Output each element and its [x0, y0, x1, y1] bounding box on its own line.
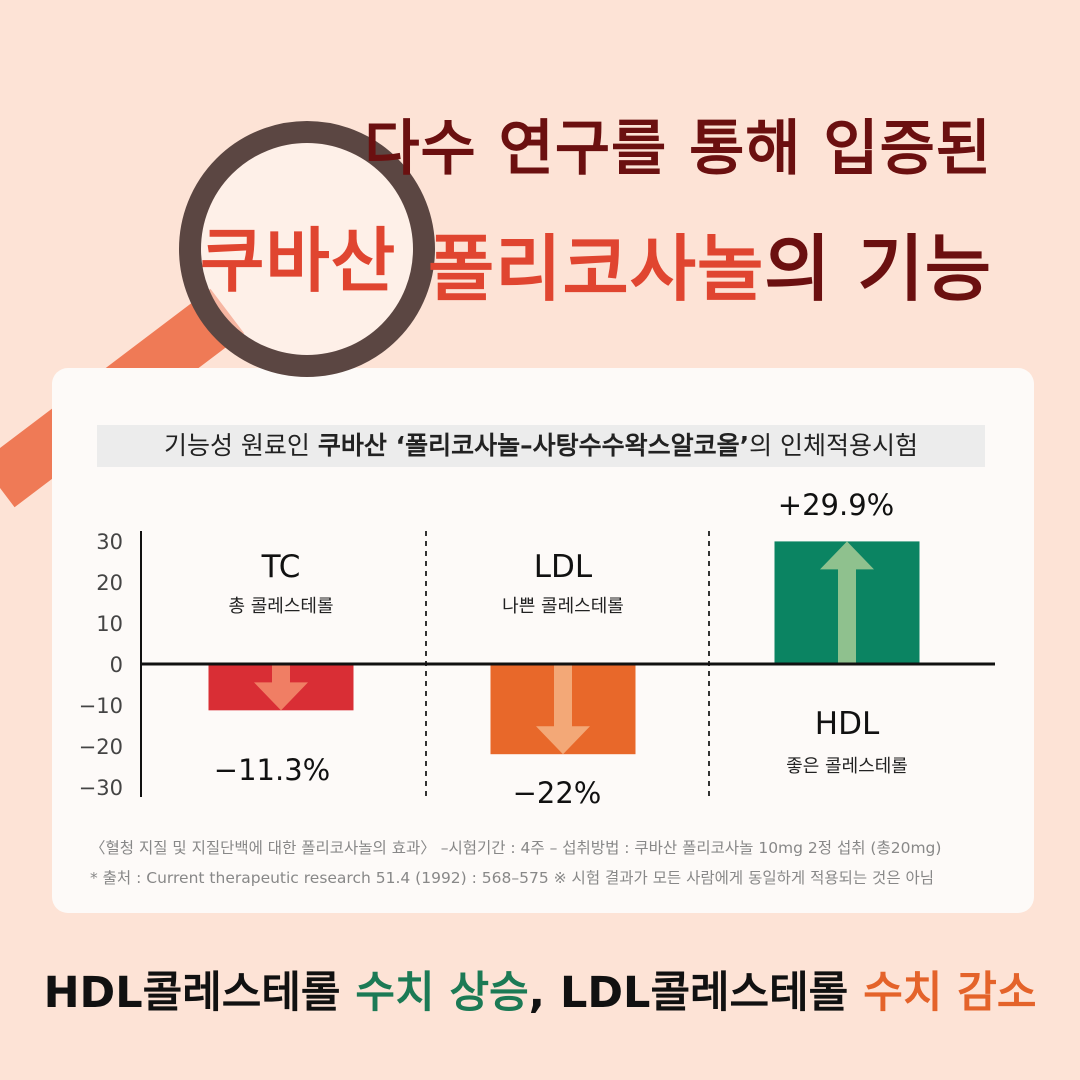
y-tick-label: 30: [96, 530, 123, 554]
category-label: LDL: [534, 549, 593, 585]
category-sublabel: 나쁜 콜레스테롤: [502, 596, 624, 617]
summary-increase: 수치 상승: [355, 968, 529, 1018]
y-tick-label: −30: [79, 776, 123, 800]
arrow-icon: [254, 664, 308, 711]
summary-part1: HDL콜레스테롤: [43, 968, 356, 1018]
summary-decrease: 수치 감소: [863, 968, 1037, 1018]
data-label: −11.3%: [214, 753, 330, 787]
data-label: −22%: [513, 776, 602, 810]
arrow-icon: [820, 541, 874, 664]
subtitle-prefix: 기능성 원료인: [163, 431, 318, 460]
y-tick-label: 0: [110, 653, 123, 677]
y-tick-label: 20: [96, 571, 123, 595]
y-tick-label: −20: [79, 735, 123, 759]
headline-line1: 다수 연구를 통해 입증된: [364, 114, 992, 184]
study-note: 〈혈청 지질 및 지질단백에 대한 폴리코사놀의 효과〉 –시험기간 : 4주 …: [90, 839, 942, 857]
category-label: TC: [261, 549, 301, 585]
brand-label: 쿠바산: [200, 220, 397, 302]
category-sublabel: 총 콜레스테롤: [228, 596, 333, 617]
chart-subtitle: 기능성 원료인 쿠바산 ‘폴리코사놀–사탕수수왁스알코올’의 인체적용시험: [97, 425, 985, 467]
y-tick-label: 10: [96, 612, 123, 636]
category-sublabel: 좋은 콜레스테롤: [786, 756, 908, 777]
subtitle-suffix: 의 인체적용시험: [749, 431, 919, 460]
bottom-summary: HDL콜레스테롤 수치 상승, LDL콜레스테롤 수치 감소: [0, 958, 1080, 1020]
data-label: +29.9%: [778, 488, 894, 522]
y-tick-label: −10: [79, 694, 123, 718]
headline-rest: 의 기능: [764, 227, 992, 311]
subtitle-bold: 쿠바산 ‘폴리코사놀–사탕수수왁스알코올’: [317, 431, 750, 460]
arrow-icon: [536, 664, 590, 755]
headline-accent: 폴리코사놀: [428, 227, 765, 311]
summary-part3: , LDL콜레스테롤: [528, 968, 864, 1018]
source-note: * 출처 : Current therapeutic research 51.4…: [90, 869, 935, 887]
category-label: HDL: [815, 706, 880, 742]
headline-line2: 폴리코사놀의 기능: [428, 210, 992, 315]
